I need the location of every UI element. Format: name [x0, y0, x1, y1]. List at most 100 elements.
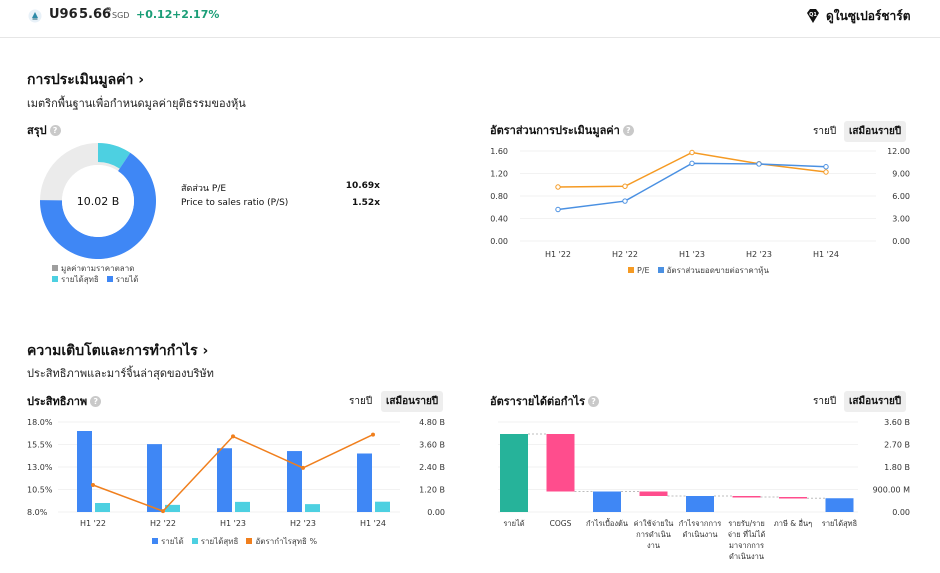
valuation-section-subtitle: เมตริกพื้นฐานเพื่อกำหนดมูลค่ายุติธรรมของ… — [27, 97, 246, 110]
legend-label: รายได้สุทธิ — [61, 275, 99, 284]
data-point — [823, 164, 829, 170]
help-icon[interactable]: ? — [588, 396, 600, 407]
legend-label: รายได้ — [115, 275, 139, 284]
y-left-tick-label: 0.00 — [490, 237, 508, 246]
efficiency-title-text: ประสิทธิภาพ — [27, 395, 88, 408]
net-income-bar — [375, 501, 390, 512]
x-tick-label: H2 '23 — [746, 250, 772, 259]
legend-swatch — [106, 276, 113, 282]
legend-label: อัตรากำไรสุทธิ % — [255, 537, 318, 546]
efficiency-toggle-annual[interactable]: รายปี — [349, 396, 373, 407]
y-right-tick-label: 9.00 — [892, 170, 910, 179]
last-price: 5.66 — [79, 7, 112, 22]
net-margin-point — [231, 434, 235, 439]
y-left-tick-label: 18.0% — [27, 418, 53, 427]
revenue-to-profit-waterfall-chart: 0.00 900.00 M 1.80 B 2.70 B 3.60 B รายได้ COGS… — [498, 418, 910, 561]
donut-slice-revenue — [39, 152, 156, 259]
help-icon[interactable]: ? — [49, 125, 61, 136]
ticker-symbol: U96 — [49, 7, 78, 22]
x-tick-label: H2 '22 — [612, 250, 638, 259]
net-margin-point — [301, 465, 305, 470]
currency-label: SGD — [112, 11, 130, 20]
revenue-bar — [357, 453, 372, 512]
efficiency-legend: รายได้ รายได้สุทธิ อัตรากำไรสุทธิ % — [152, 535, 317, 548]
ps-ratio-value: 1.52x — [351, 198, 380, 208]
waterfall-bar — [686, 496, 714, 512]
net-margin-point — [161, 509, 165, 514]
legend-label: P/E — [637, 266, 650, 275]
x-tick-label: COGS — [550, 519, 572, 528]
y-left-tick-label: 1.20 — [490, 170, 508, 179]
efficiency-toggle-ttm[interactable]: เสมือนรายปี — [381, 391, 444, 412]
legend-swatch — [191, 538, 198, 544]
y-tick-label: 1.80 B — [884, 463, 910, 472]
x-tick-label: H1 '24 — [360, 519, 386, 528]
summary-card-title: สรุป? — [27, 121, 61, 139]
efficiency-title: ประสิทธิภาพ? — [27, 392, 102, 410]
x-tick-label: กำไรเบื้องต้น — [586, 518, 628, 528]
valuation-section-title[interactable]: การประเมินมูลค่า › — [27, 72, 145, 88]
y-left-tick-label: 15.5% — [27, 441, 53, 450]
y-left-tick-label: 1.60 — [490, 147, 508, 156]
x-tick-label: H1 '22 — [545, 250, 571, 259]
ps-ratio-label: Price to sales ratio (P/S) — [181, 198, 289, 208]
revenue-bar — [287, 451, 302, 512]
net-margin-line — [92, 433, 374, 512]
y-left-tick-label: 0.80 — [490, 192, 508, 201]
x-tick-label: รายได้ — [503, 519, 524, 528]
growth-section-title[interactable]: ความเติบโตและการทำกำไร › — [27, 343, 209, 359]
net-income-bar — [165, 504, 180, 512]
revenue-to-profit-title: อัตรารายได้ต่อกำไร? — [490, 392, 600, 410]
waterfall-bar — [732, 496, 761, 498]
waterfall-bar — [546, 434, 575, 492]
x-tick-label: H1 '23 — [679, 250, 705, 259]
waterfall-toggle-annual[interactable]: รายปี — [813, 396, 837, 407]
y-right-tick-label: 4.80 B — [419, 418, 445, 427]
ratios-toggle-annual[interactable]: รายปี — [813, 126, 837, 137]
legend-swatch — [628, 267, 634, 273]
legend-label: รายได้สุทธิ — [200, 537, 239, 546]
ratios-toggle-ttm[interactable]: เสมือนรายปี — [844, 121, 907, 142]
data-point — [756, 161, 762, 167]
legend-label: อัตราส่วนยอดขายต่อราคาหุ้น — [666, 266, 769, 275]
y-left-tick-label: 8.0% — [27, 508, 48, 517]
x-tick-label: รายรับ/รายจ่าย ที่ไม่ได้มาจากการดำเนินงา… — [728, 519, 766, 561]
efficiency-combo-chart: 8.0% 10.5% 13.0% 15.5% 18.0% 0.00 1.20 B 2.40 B… — [27, 418, 445, 528]
x-tick-label: กำไรจากการดำเนินงาน — [679, 519, 721, 539]
legend-swatch — [52, 265, 58, 271]
net-margin-point — [371, 432, 375, 437]
waterfall-toggle-ttm[interactable]: เสมือนรายปี — [844, 391, 907, 412]
help-icon[interactable]: ? — [622, 125, 634, 136]
valuation-ratios-title-text: อัตราส่วนการประเมินมูลค่า — [490, 124, 620, 137]
open-supercharts-button[interactable]: Q1 ดูในซูเปอร์ชาร์ต — [805, 7, 911, 25]
price-change-percent: +2.17% — [172, 8, 220, 21]
legend-swatch — [657, 267, 664, 273]
legend-swatch — [52, 276, 58, 282]
supercharts-label: ดูในซูเปอร์ชาร์ต — [826, 8, 911, 23]
x-tick-label: รายได้สุทธิ — [822, 519, 857, 528]
net-income-bar — [235, 501, 250, 512]
series-line — [557, 151, 827, 188]
data-point — [823, 169, 829, 175]
y-right-tick-label: 1.20 B — [419, 486, 445, 495]
y-left-tick-label: 13.0% — [27, 463, 53, 472]
help-icon[interactable]: ? — [90, 396, 102, 407]
y-tick-label: 0.00 — [892, 508, 910, 517]
y-right-tick-label: 12.00 — [887, 147, 910, 156]
data-point — [555, 206, 561, 213]
y-right-tick-label: 3.00 — [892, 215, 910, 224]
legend-swatch — [246, 538, 253, 544]
data-point — [689, 160, 695, 167]
svg-text:Q1: Q1 — [809, 12, 817, 18]
y-right-tick-label: 0.00 — [892, 237, 910, 246]
revenue-bar — [77, 431, 92, 512]
pe-ratio-value: 10.69x — [345, 181, 380, 191]
x-tick-label: ค่าใช้จ่ายในการดำเนินงาน — [634, 519, 674, 550]
x-tick-label: H1 '24 — [813, 250, 839, 259]
top-bar: U96 5.66 D SGD +0.12 +2.17% Q1 ดูในซูเปอ… — [0, 0, 940, 38]
waterfall-bar — [779, 497, 807, 499]
revenue-to-profit-title-text: อัตรารายได้ต่อกำไร — [490, 395, 586, 408]
valuation-ratios-line-chart: 0.00 0.40 0.80 1.20 1.60 0.00 3.00 6.00 9.00 12.0… — [490, 147, 910, 259]
price-superscript: D — [106, 6, 112, 14]
data-point — [622, 183, 628, 189]
